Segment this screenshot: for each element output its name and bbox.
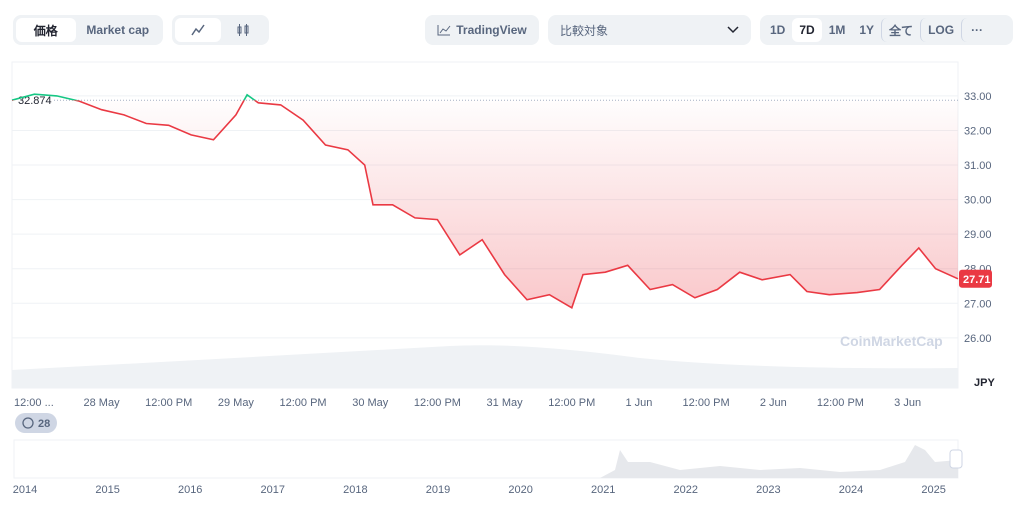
x-tick-label: 12:00 PM (145, 397, 192, 409)
navigator-handle[interactable] (949, 449, 963, 469)
current-price-label: 27.71 (963, 274, 991, 286)
currency-label: JPY (974, 377, 995, 389)
y-tick-label: 33.00 (964, 91, 992, 103)
navigator (13, 439, 963, 479)
candle-button[interactable] (221, 18, 267, 42)
x-tick-label: 31 May (487, 397, 524, 409)
plot-frame (11, 61, 959, 389)
navigator-area (600, 445, 958, 478)
y-tick-label: 32.00 (964, 125, 992, 137)
x-tick-label: 29 May (218, 397, 255, 409)
more-button[interactable]: ··· (961, 18, 992, 42)
navigator-year: 2014 (13, 484, 37, 496)
watermark: CoinMarketCap (840, 333, 943, 349)
navigator-year: 2019 (426, 484, 450, 496)
baseline-label-bg (14, 93, 54, 108)
navigator-year: 2020 (508, 484, 532, 496)
badge-label: 28 (38, 418, 50, 430)
range-button[interactable]: 1D (770, 23, 786, 37)
range-button[interactable]: LOG (920, 18, 961, 42)
y-tick-label: 26.00 (964, 333, 992, 345)
price-toggle: 価格 Market cap (13, 15, 163, 45)
market-cap-button[interactable]: Market cap (86, 23, 150, 37)
line-above-baseline (11, 93, 257, 101)
range-toggle: 1D 7D 1M 1Y 全て LOG ··· (760, 15, 1013, 45)
range-button[interactable]: 7D (792, 18, 822, 42)
x-tick-label: 2 Jun (760, 397, 787, 409)
navigator-year: 2022 (674, 484, 698, 496)
baseline-label: 32.874 (18, 95, 52, 107)
x-tick-label: 3 Jun (894, 397, 921, 409)
x-tick-label: 12:00 PM (548, 397, 595, 409)
x-tick-label: 12:00 PM (683, 397, 730, 409)
range-button[interactable]: 1Y (859, 23, 875, 37)
x-tick-label: 12:00 PM (817, 397, 864, 409)
price-button[interactable]: 価格 (16, 18, 76, 42)
x-tick-label: 12:00 PM (414, 397, 461, 409)
navigator-year: 2021 (591, 484, 615, 496)
y-tick-label: 30.00 (964, 195, 992, 207)
navigator-year: 2018 (343, 484, 367, 496)
tradingview-button[interactable]: TradingView (425, 15, 539, 45)
y-tick-label: 27.00 (964, 298, 992, 310)
compare-label: 比較対象 (560, 23, 609, 38)
navigator-year: 2024 (839, 484, 863, 496)
x-tick-label: 28 May (84, 397, 121, 409)
current-price-tag (959, 269, 992, 288)
x-tick-label: 1 Jun (625, 397, 652, 409)
volume-backdrop (12, 345, 958, 388)
range-button[interactable]: 1M (828, 23, 846, 37)
tradingview-label: TradingView (456, 23, 527, 37)
navigator-year: 2016 (178, 484, 202, 496)
navigator-year: 2017 (261, 484, 285, 496)
y-tick-label: 28.00 (964, 264, 992, 276)
line-button[interactable] (175, 18, 221, 42)
x-tick-label: 12:00 PM (280, 397, 327, 409)
navigator-year: 2023 (756, 484, 780, 496)
navigator-year: 2015 (95, 484, 119, 496)
compare-dropdown[interactable]: 比較対象 (548, 15, 751, 45)
history-badge[interactable]: 28 (15, 413, 57, 433)
y-tick-label: 31.00 (964, 160, 992, 172)
area (12, 100, 958, 308)
navigator-frame (13, 439, 959, 479)
navigator-year: 2025 (921, 484, 945, 496)
y-tick-label: 29.00 (964, 229, 992, 241)
chart-type-toggle (172, 15, 269, 45)
line-below-baseline (12, 100, 959, 309)
x-tick-label: 30 May (352, 397, 389, 409)
x-tick-label: 12:00 ... (14, 397, 54, 409)
range-button[interactable]: 全て (881, 18, 920, 42)
